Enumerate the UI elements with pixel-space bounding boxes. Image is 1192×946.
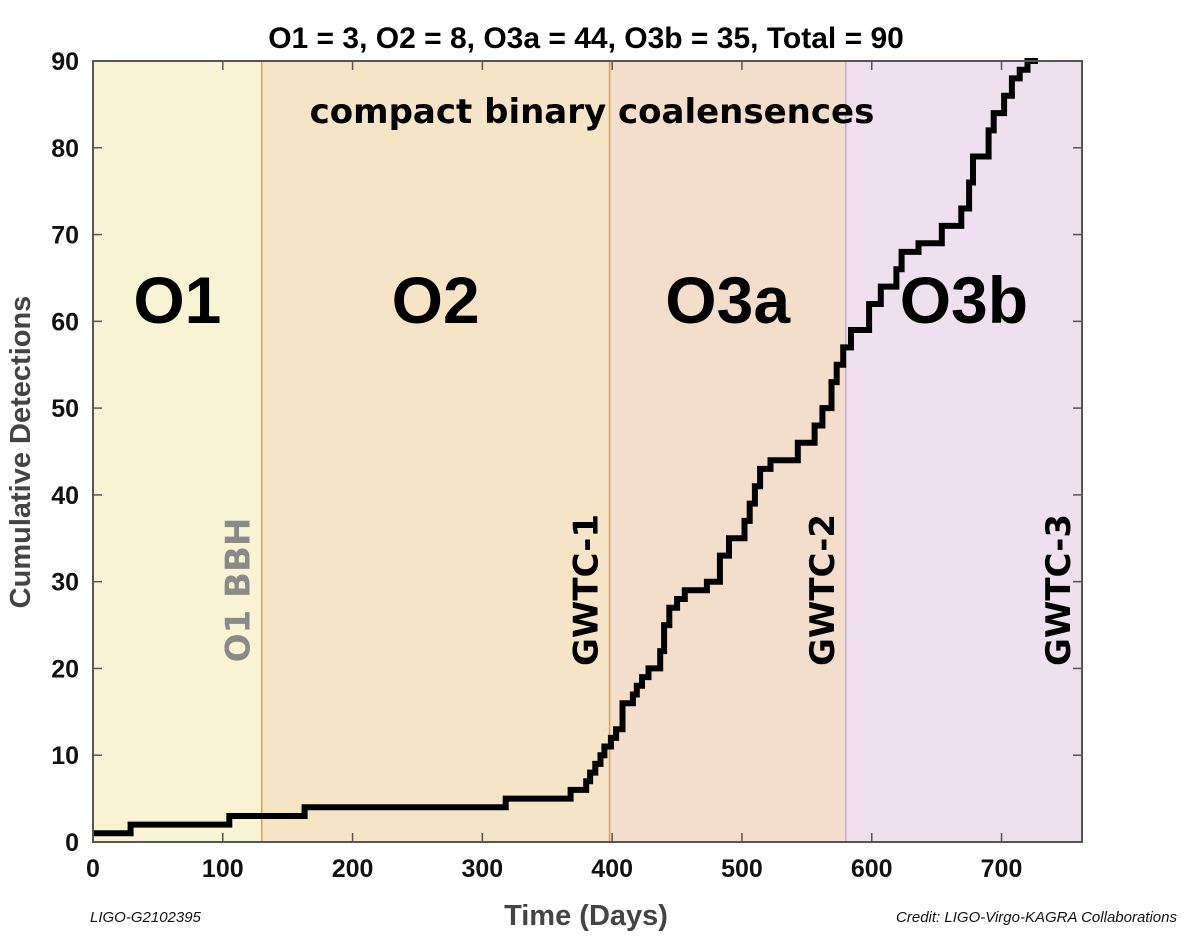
run-label-o3b: O3b [900, 263, 1028, 337]
run-label-o3a: O3a [665, 263, 791, 337]
x-tick-label: 400 [591, 855, 633, 883]
y-tick-label: 20 [51, 655, 79, 683]
chart-title: O1 = 3, O2 = 8, O3a = 44, O3b = 35, Tota… [268, 22, 904, 55]
x-tick-label: 100 [202, 855, 244, 883]
x-tick-label: 500 [721, 855, 763, 883]
run-label-o2: O2 [392, 263, 480, 337]
y-tick-label: 90 [51, 48, 79, 76]
series-line-cumulative-detections [93, 58, 1038, 837]
catalog-label-o1-bbh: O1 BBH [219, 518, 259, 663]
footer-credit: Credit: LIGO-Virgo-KAGRA Collaborations [896, 909, 1177, 926]
x-tick-label: 0 [86, 855, 100, 883]
catalog-label-gwtc-2: GWTC-2 [803, 514, 843, 666]
catalog-label-gwtc-1: GWTC-1 [567, 514, 607, 666]
series-group [93, 58, 1038, 837]
y-tick-label: 80 [51, 135, 79, 163]
x-tick-label: 700 [981, 855, 1023, 883]
run-band-o2 [261, 61, 610, 842]
run-band-o1 [93, 61, 262, 842]
run-labels: O1 O2 O3a O3b [133, 263, 1028, 337]
x-axis-label: Time (Days) [504, 900, 668, 932]
x-tick-label: 600 [851, 855, 893, 883]
y-tick-label: 10 [51, 742, 79, 770]
x-tick-label: 300 [462, 855, 504, 883]
chart-subtitle: compact binary coalensences [310, 92, 875, 132]
run-band-o3a [609, 61, 846, 842]
plot-frame [92, 60, 1083, 843]
y-axis-label: Cumulative Detections [5, 296, 37, 609]
catalog-markers: O1 BBH GWTC-1 GWTC-2 GWTC-3 [219, 514, 1079, 666]
plot-border [92, 60, 1083, 843]
x-tick-label: 200 [332, 855, 374, 883]
run-band-o3b [845, 61, 1082, 842]
tick-labels: 0 100 200 300 400 500 600 700 0 10 20 30 40 50 60 70 80 9… [51, 48, 1022, 883]
y-tick-label: 0 [65, 829, 79, 857]
catalog-label-gwtc-3: GWTC-3 [1039, 514, 1079, 666]
y-tick-label: 40 [51, 482, 79, 510]
footer-document-id: LIGO-G2102395 [90, 909, 202, 926]
observing-run-bands [93, 61, 1082, 842]
y-tick-label: 30 [51, 569, 79, 597]
y-tick-label: 50 [51, 395, 79, 423]
run-label-o1: O1 [133, 263, 221, 337]
y-tick-label: 60 [51, 308, 79, 336]
y-tick-label: 70 [51, 222, 79, 250]
